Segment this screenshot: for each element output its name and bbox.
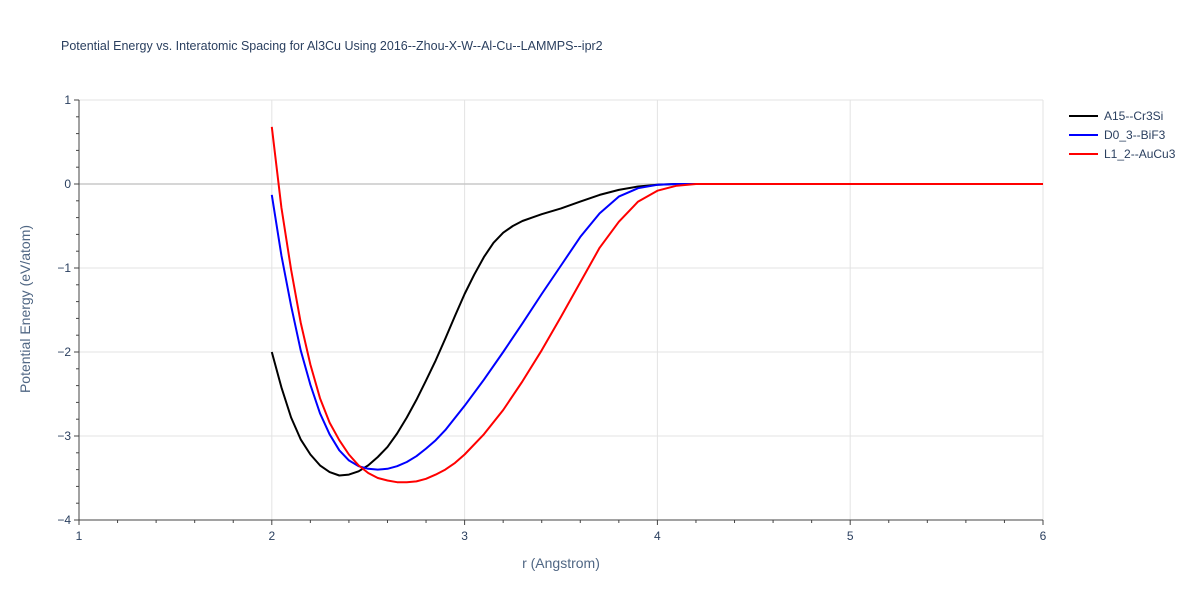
x-axis-title: r (Angstrom)	[522, 555, 600, 571]
legend-label: D0_3--BiF3	[1104, 128, 1166, 142]
x-tick-label: 5	[847, 529, 854, 543]
y-tick-label: −2	[57, 345, 71, 359]
grid	[79, 99, 1044, 520]
series-group	[270, 126, 1043, 484]
axes	[78, 100, 1043, 521]
y-tick-label: −1	[57, 261, 71, 275]
legend-item[interactable]: A15--Cr3Si	[1069, 109, 1163, 123]
y-tick-label: −4	[57, 513, 71, 527]
x-tick-label: 6	[1040, 529, 1047, 543]
y-tick-label: 1	[64, 93, 71, 107]
y-axis-ticks: 1 0 −1 −2 −3 −4	[57, 93, 79, 527]
y-tick-label: 0	[64, 177, 71, 191]
chart-title: Potential Energy vs. Interatomic Spacing…	[61, 39, 603, 53]
x-tick-label: 3	[461, 529, 468, 543]
legend-label: A15--Cr3Si	[1104, 109, 1163, 123]
series-line-d0-3-bif3[interactable]	[270, 183, 1043, 471]
legend-label: L1_2--AuCu3	[1104, 147, 1176, 161]
x-tick-label: 1	[76, 529, 83, 543]
series-line-l1-2-aucu3[interactable]	[270, 126, 1043, 484]
y-tick-label: −3	[57, 429, 71, 443]
legend-item[interactable]: L1_2--AuCu3	[1069, 147, 1176, 161]
x-tick-label: 4	[654, 529, 661, 543]
series-line-a15-cr3si[interactable]	[270, 183, 1043, 477]
x-tick-label: 2	[268, 529, 275, 543]
x-axis-ticks: 1 2 3 4 5 6	[76, 520, 1047, 543]
legend[interactable]: A15--Cr3Si D0_3--BiF3 L1_2--AuCu3	[1069, 109, 1176, 161]
y-axis-title: Potential Energy (eV/atom)	[17, 225, 33, 393]
legend-item[interactable]: D0_3--BiF3	[1069, 128, 1166, 142]
